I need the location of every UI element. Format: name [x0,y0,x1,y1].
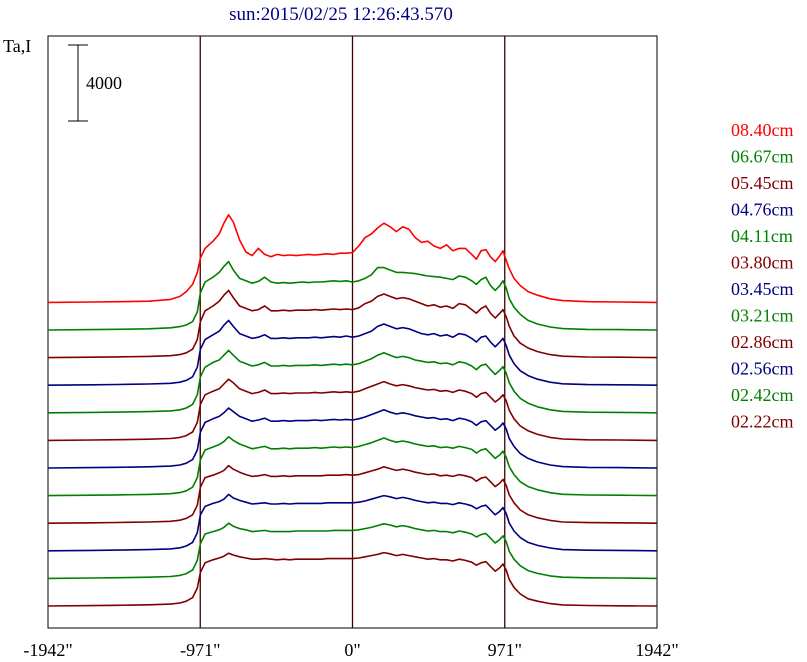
series-line-04.11cm [47,349,658,414]
x-tick-label-0: -1942" [23,640,72,660]
series-line-03.45cm [47,407,658,469]
series-line-02.56cm [47,493,658,552]
series-line-04.76cm [47,319,658,386]
legend-entry-02.42cm: 02.42cm [731,385,794,405]
y-axis-label: Ta,I [3,36,31,56]
legend-entry-04.76cm: 04.76cm [731,200,794,220]
legend-entry-02.86cm: 02.86cm [731,332,794,352]
series-line-06.67cm [47,260,658,331]
legend-entry-03.45cm: 03.45cm [731,279,794,299]
series-line-05.45cm [47,289,658,359]
x-tick-label-2: 0" [344,640,360,660]
series-line-02.22cm [47,551,658,607]
legend-entry-05.45cm: 05.45cm [731,173,794,193]
legend-entry-03.21cm: 03.21cm [731,306,794,326]
series-line-02.42cm [47,522,658,580]
series-line-03.80cm [47,378,658,442]
series-line-08.40cm [47,214,658,304]
legend-entry-06.67cm: 06.67cm [731,147,794,167]
legend-entry-04.11cm: 04.11cm [731,226,793,246]
x-tick-label-3: 971" [488,640,522,660]
series-line-02.86cm [47,464,658,524]
scale-bar: 4000 [68,44,122,122]
x-tick-label-4: 1942" [635,640,678,660]
scale-bar-label: 4000 [86,73,122,93]
series-line-03.21cm [47,436,658,497]
legend-entry-02.22cm: 02.22cm [731,412,794,432]
chart-title: sun:2015/02/25 12:26:43.570 [229,4,453,25]
x-tick-label-1: -971" [180,640,220,660]
legend-entry-08.40cm: 08.40cm [731,120,794,140]
legend-entry-02.56cm: 02.56cm [731,359,794,379]
legend-entry-03.80cm: 03.80cm [731,253,794,273]
